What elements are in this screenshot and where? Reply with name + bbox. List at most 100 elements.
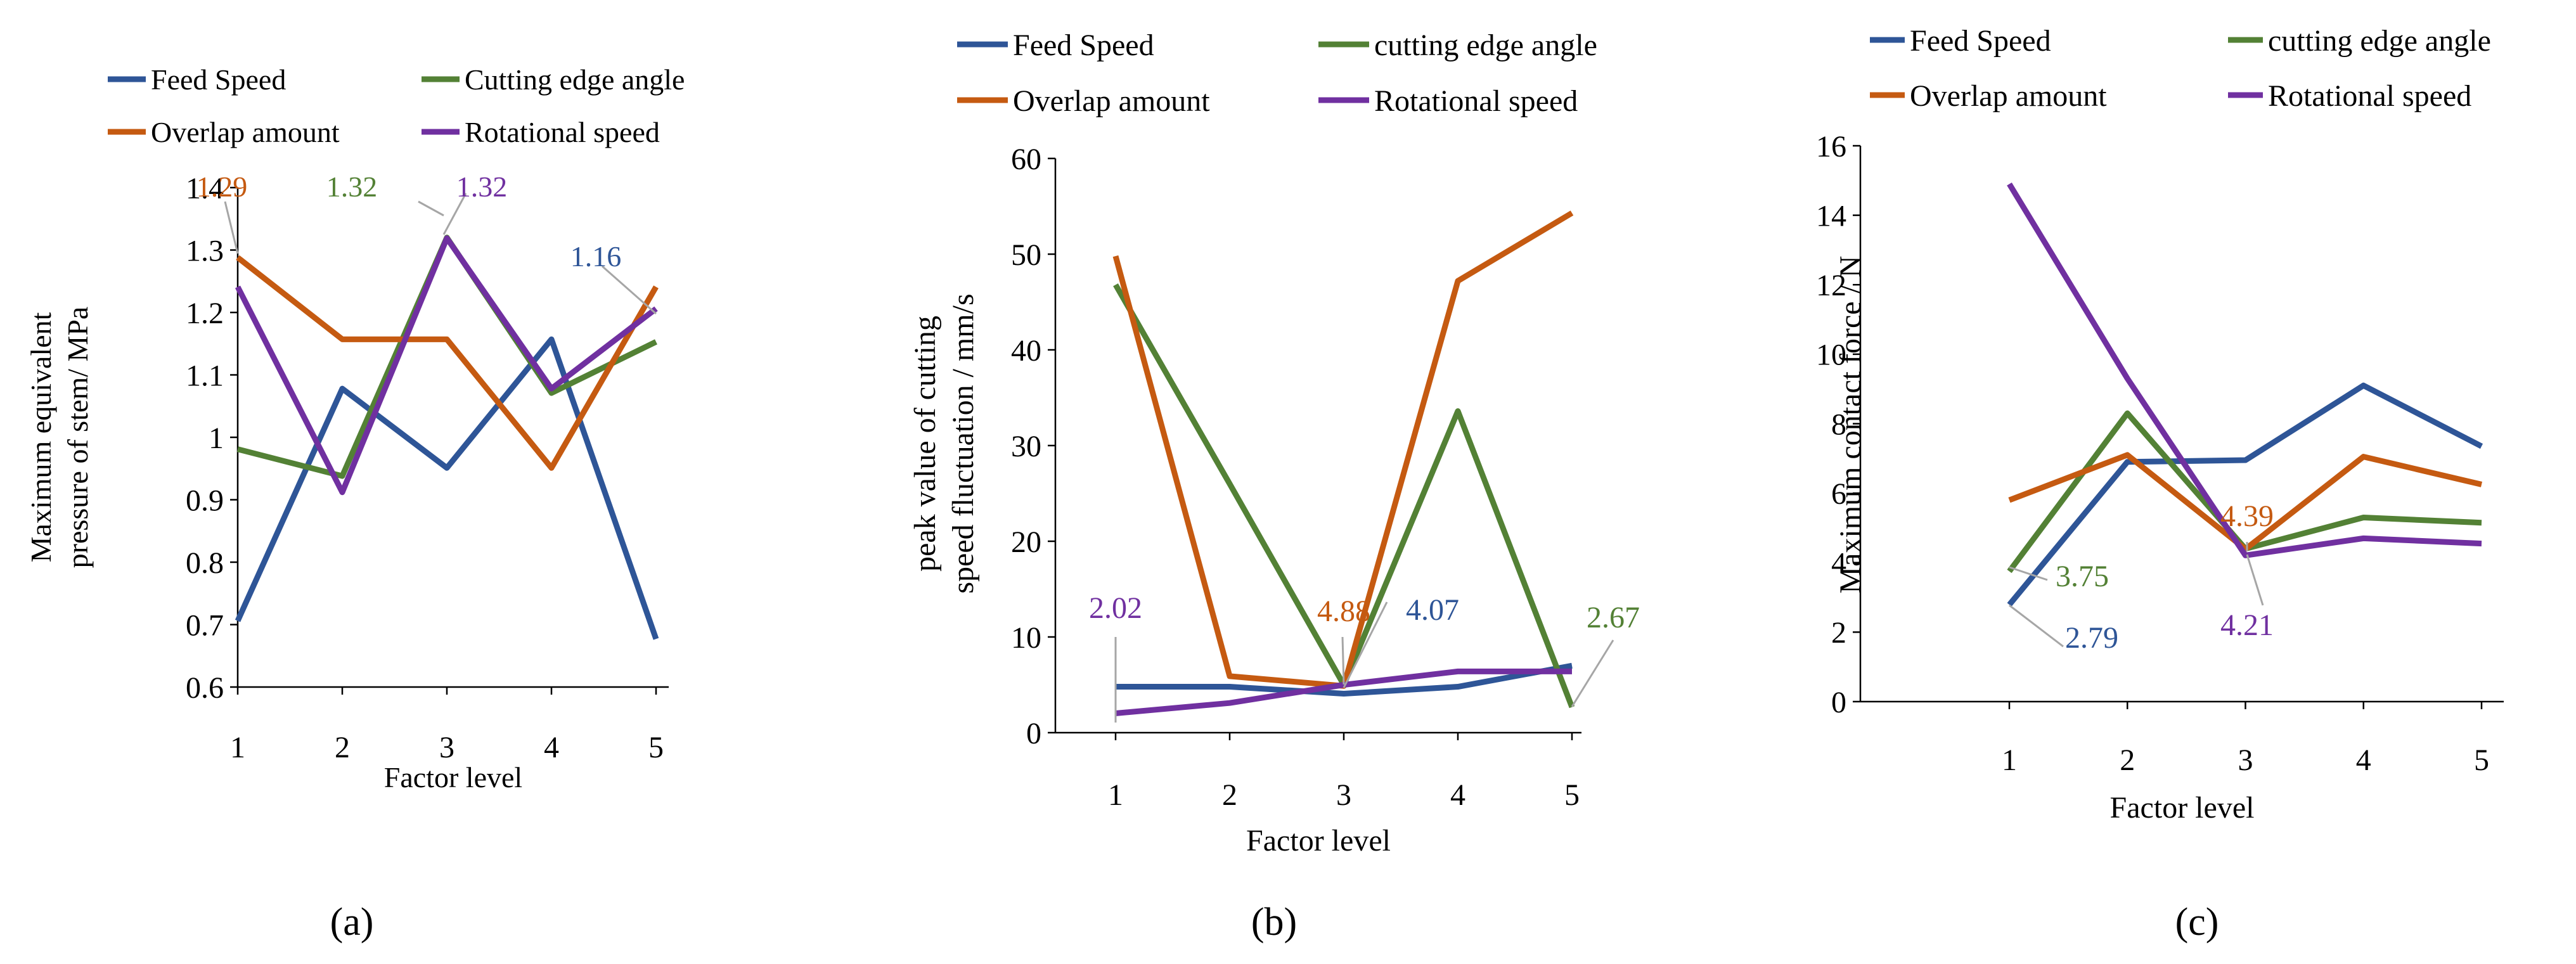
legend-label: Feed Speed	[1910, 24, 2051, 58]
y-axis-title-line: peak value of cutting	[908, 316, 942, 572]
annotation-leader	[2246, 554, 2264, 606]
annotation-leader	[224, 201, 239, 254]
x-axis-title: Factor level	[2110, 791, 2255, 825]
y-tick-label: 16	[1816, 130, 1846, 164]
legend-label: Feed Speed	[151, 63, 286, 96]
chart-a: 0.6 0.7 0.8 0.9 1 1.1 1.2 1.3 1.4 1 2 3 4 5 Factor lev…	[25, 63, 685, 944]
y-tick-label: 0	[1026, 717, 1041, 750]
annotation-leader	[418, 200, 444, 217]
x-tick-label: 3	[439, 731, 454, 764]
legend-label: Rotational speed	[465, 116, 660, 148]
data-label: 1.32	[326, 170, 378, 203]
data-label: 2.67	[1587, 601, 1640, 634]
data-label: 1.32	[456, 170, 508, 203]
panel-label: (c)	[2175, 901, 2219, 944]
legend-label: cutting edge angle	[1374, 29, 1597, 62]
y-axis-title-line: Maximum equivalent	[25, 312, 57, 562]
data-label: 4.39	[2220, 499, 2274, 533]
y-tick-label: 1.2	[186, 297, 224, 330]
y-tick-label: 60	[1011, 143, 1041, 176]
y-axis-title-line: speed fluctuation / mm/s	[946, 293, 980, 593]
x-tick-label: 1	[2002, 743, 2017, 777]
data-label: 2.02	[1089, 591, 1142, 625]
data-label: 3.75	[2056, 560, 2109, 593]
y-tick-label: 30	[1011, 430, 1041, 463]
x-axis-title: Factor level	[1246, 824, 1391, 858]
y-tick-label: 1	[209, 421, 224, 455]
annotation-leader	[602, 265, 657, 315]
y-tick-label: 2	[1831, 616, 1846, 650]
x-tick-label: 2	[2120, 743, 2135, 777]
data-label: 4.88	[1317, 594, 1370, 628]
panel-label: (b)	[1251, 901, 1297, 944]
x-tick-label: 4	[2356, 743, 2371, 777]
annotation-leader	[1343, 601, 1388, 688]
annotation-leader	[1571, 639, 1614, 707]
data-label: 4.21	[2220, 608, 2274, 642]
y-axis-title-line: pressure of stem/ MPa	[61, 307, 94, 569]
series-line-rotational-speed	[235, 235, 658, 496]
series-line-overlap-amount	[2008, 452, 2483, 552]
y-tick-label: 10	[1816, 338, 1846, 372]
series-line-feed-speed	[235, 336, 659, 640]
series-line-overlap-amount	[236, 255, 659, 471]
legend-label: Feed Speed	[1013, 29, 1154, 62]
y-tick-label: 8	[1831, 408, 1846, 441]
x-tick-label: 4	[544, 731, 559, 764]
series-line-rotational-speed	[1115, 668, 1572, 716]
y-axis-title: peak value of cutting speed fluctuation /…	[908, 293, 980, 593]
y-tick-label: 14	[1816, 199, 1846, 233]
y-tick-label: 1.1	[186, 359, 224, 392]
legend-label: Overlap amount	[1910, 79, 2107, 113]
y-tick-label: 40	[1011, 334, 1041, 368]
y-tick-label: 0.9	[186, 484, 224, 517]
series-line-feed-speed	[2007, 382, 2483, 607]
y-tick-label: 0.8	[186, 546, 224, 580]
y-tick-label: 0	[1831, 686, 1846, 719]
y-axis-title-line: Maximum contact force / N	[1834, 255, 1867, 593]
y-axis-title: Maximum contact force / N	[1834, 255, 1867, 593]
legend-label: Rotational speed	[2268, 79, 2471, 113]
x-tick-label: 1	[230, 731, 245, 764]
y-tick-label: 12	[1816, 269, 1846, 302]
x-tick-label: 5	[648, 731, 664, 764]
panel-label: (a)	[330, 901, 374, 944]
y-tick-label: 50	[1011, 238, 1041, 272]
series-line-rotational-speed	[2007, 182, 2482, 558]
y-tick-label: 10	[1011, 621, 1041, 655]
legend-label: Overlap amount	[1013, 84, 1210, 118]
legend-label: Overlap amount	[151, 116, 340, 148]
legend-label: Rotational speed	[1374, 84, 1578, 118]
x-tick-label: 5	[2474, 743, 2489, 777]
x-tick-label: 3	[1336, 778, 1351, 812]
data-label: 4.07	[1406, 593, 1459, 627]
y-tick-label: 4	[1831, 547, 1846, 581]
y-axis-title: Maximum equivalent pressure of stem/ MPa	[25, 307, 94, 569]
annotation-leader	[442, 193, 467, 235]
x-tick-label: 5	[1564, 778, 1580, 812]
x-tick-label: 4	[1450, 778, 1465, 812]
data-label: 1.16	[570, 240, 622, 273]
annotation-leader	[2009, 604, 2064, 648]
x-axis-title: Factor level	[384, 761, 522, 794]
y-tick-label: 20	[1011, 525, 1041, 559]
data-label: 1.29	[196, 170, 248, 203]
legend-label: Cutting edge angle	[465, 63, 685, 96]
y-tick-label: 0.7	[186, 608, 224, 642]
y-tick-label: 0.6	[186, 671, 224, 705]
series-line-cutting-edge-angle	[1113, 283, 1575, 709]
y-tick-label: 6	[1831, 477, 1846, 511]
annotation-leader	[2009, 566, 2048, 581]
data-label: 2.79	[2065, 621, 2118, 655]
x-tick-label: 2	[335, 731, 350, 764]
y-tick-label: 1.3	[186, 234, 224, 267]
series-line-feed-speed	[1116, 662, 1573, 697]
y-tick-label: 1.4	[186, 172, 224, 205]
x-tick-label: 3	[2238, 743, 2253, 777]
x-tick-label: 1	[1108, 778, 1123, 812]
annotation-leader	[1341, 636, 1345, 685]
legend-label: cutting edge angle	[2268, 24, 2491, 58]
chart-b: 0 10 20 30 40 50 60 1 2 3 4 5 Factor level peak value…	[908, 29, 1640, 944]
